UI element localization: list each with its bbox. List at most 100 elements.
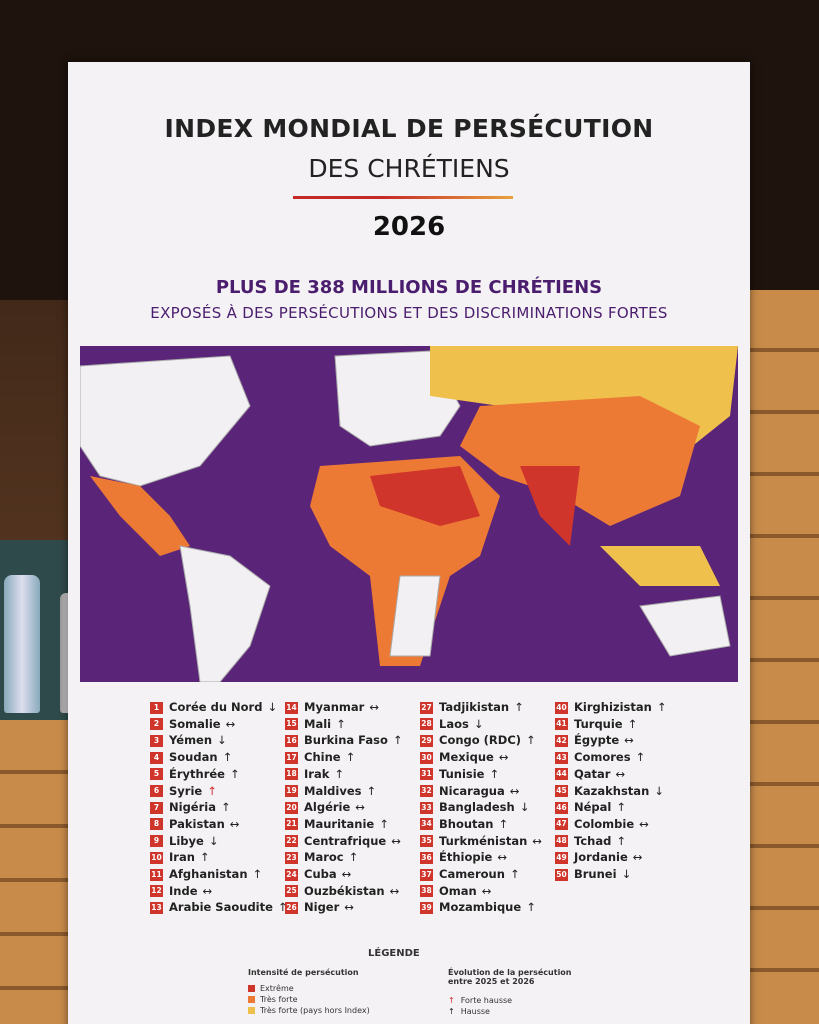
country-item: 49 Jordanie ↔ xyxy=(555,850,642,864)
rank-badge: 4 xyxy=(150,751,163,764)
rank-badge: 30 xyxy=(420,751,433,764)
country-name: Tadjikistan xyxy=(439,700,510,714)
country-item: 7 Nigéria ↑ xyxy=(150,800,231,814)
rank-badge: 19 xyxy=(285,785,298,797)
country-item: 36 Éthiopie ↔ xyxy=(420,850,507,864)
country-name: Libye xyxy=(169,833,204,848)
trend-arrow: ↑ xyxy=(207,783,217,798)
legend-arrow: ↑ xyxy=(448,1007,455,1016)
country-item: 37 Cameroun ↑ xyxy=(420,867,520,881)
country-name: Tchad xyxy=(574,833,612,848)
country-name: Bhoutan xyxy=(439,816,494,831)
title: INDEX MONDIAL DE PERSÉCUTION xyxy=(164,114,654,143)
rank-badge: 33 xyxy=(420,801,433,814)
rank-badge: 48 xyxy=(555,835,568,848)
rank-badge: 29 xyxy=(420,734,433,747)
rank-badge: 45 xyxy=(555,785,568,797)
country-name: Syrie xyxy=(169,783,203,798)
country-item: 15 Mali ↑ xyxy=(285,717,346,731)
trend-arrow: ↑ xyxy=(526,900,536,915)
legend-arrow: ↑ xyxy=(448,996,455,1005)
rank-badge: 3 xyxy=(150,734,163,747)
trend-arrow: ↑ xyxy=(220,800,231,815)
rank-badge: 1 xyxy=(150,701,163,714)
trend-arrow: ↑ xyxy=(627,716,638,731)
trend-arrow: ↓ xyxy=(519,800,530,815)
legend-swatch xyxy=(248,1007,255,1014)
rank-badge: 43 xyxy=(555,751,568,764)
country-name: Mexique xyxy=(439,750,494,765)
legend-label: Très forte xyxy=(260,995,298,1004)
legend-item: Extrême xyxy=(248,984,294,993)
country-item: 9 Libye ↓ xyxy=(150,834,218,848)
country-item: 42 Égypte ↔ xyxy=(555,733,634,747)
rank-badge: 22 xyxy=(285,835,298,848)
trend-arrow: ↔ xyxy=(341,867,352,881)
country-name: Colombie xyxy=(574,816,635,831)
headline: PLUS DE 388 MILLIONS DE CHRÉTIENS xyxy=(215,277,603,298)
trend-arrow: ↔ xyxy=(225,716,236,731)
trend-arrow: ↔ xyxy=(355,800,365,815)
country-name: Myanmar xyxy=(304,700,365,714)
country-name: Chine xyxy=(304,750,341,765)
country-item: 38 Oman ↔ xyxy=(420,884,491,898)
trend-arrow: ↑ xyxy=(498,816,509,831)
country-name: Mauritanie xyxy=(304,816,375,831)
country-name: Centrafrique xyxy=(304,833,387,848)
trend-arrow: ↑ xyxy=(199,850,210,865)
rank-badge: 34 xyxy=(420,818,433,831)
rank-badge: 28 xyxy=(420,718,433,731)
country-item: 1 Corée du Nord ↓ xyxy=(150,700,277,714)
legend-heading: Intensité de persécution xyxy=(248,968,359,977)
rank-badge: 26 xyxy=(285,901,298,914)
country-item: 40 Kirghizistan ↑ xyxy=(555,700,666,714)
rank-badge: 11 xyxy=(150,868,163,881)
country-item: 30 Mexique ↔ xyxy=(420,750,508,764)
rank-badge: 32 xyxy=(420,785,433,797)
rank-badge: 31 xyxy=(420,768,433,781)
rank-badge: 21 xyxy=(285,818,298,831)
rank-badge: 2 xyxy=(150,718,163,731)
country-item: 24 Cuba ↔ xyxy=(285,867,351,881)
trend-arrow: ↑ xyxy=(252,867,263,881)
country-name: Yémen xyxy=(169,733,213,748)
trend-arrow: ↔ xyxy=(497,850,507,865)
trend-arrow: ↑ xyxy=(277,900,288,915)
country-name: Népal xyxy=(574,800,612,815)
country-item: 35 Turkménistan ↔ xyxy=(420,834,542,848)
world-map xyxy=(80,346,738,682)
rank-badge: 8 xyxy=(150,818,163,831)
trend-arrow: ↑ xyxy=(379,816,389,831)
country-name: Turquie xyxy=(574,716,623,731)
trend-arrow: ↔ xyxy=(632,850,643,865)
country-item: 45 Kazakhstan ↓ xyxy=(555,784,664,798)
trend-arrow: ↑ xyxy=(392,733,403,748)
trend-arrow: ↓ xyxy=(208,833,219,848)
legend-label: Très forte (pays hors Index) xyxy=(260,1006,370,1015)
trend-arrow: ↑ xyxy=(345,750,356,765)
trend-arrow: ↔ xyxy=(344,900,354,915)
country-name: Kazakhstan xyxy=(574,783,650,798)
rank-badge: 18 xyxy=(285,768,298,781)
legend-item: Très forte (pays hors Index) xyxy=(248,1006,370,1015)
trend-arrow: ↑ xyxy=(229,766,240,781)
trend-arrow: ↓ xyxy=(621,867,632,881)
country-item: 6 Syrie ↑ xyxy=(150,784,217,798)
trend-arrow: ↓ xyxy=(654,783,664,798)
country-name: Corée du Nord xyxy=(169,700,263,714)
country-name: Brunei xyxy=(574,867,617,881)
rank-badge: 44 xyxy=(555,768,568,781)
rank-badge: 40 xyxy=(555,701,568,714)
country-name: Bangladesh xyxy=(439,800,515,815)
country-name: Turkménistan xyxy=(439,833,528,848)
country-item: 21 Mauritanie ↑ xyxy=(285,817,389,831)
rank-badge: 17 xyxy=(285,751,298,764)
country-item: 39 Mozambique ↑ xyxy=(420,900,536,914)
country-item: 17 Chine ↑ xyxy=(285,750,355,764)
banner: INDEX MONDIAL DE PERSÉCUTION DES CHRÉTIE… xyxy=(68,62,750,1024)
country-item: 10 Iran ↑ xyxy=(150,850,210,864)
trend-arrow: ↔ xyxy=(202,883,213,898)
rank-badge: 15 xyxy=(285,718,298,731)
country-item: 19 Maldives ↑ xyxy=(285,784,376,798)
